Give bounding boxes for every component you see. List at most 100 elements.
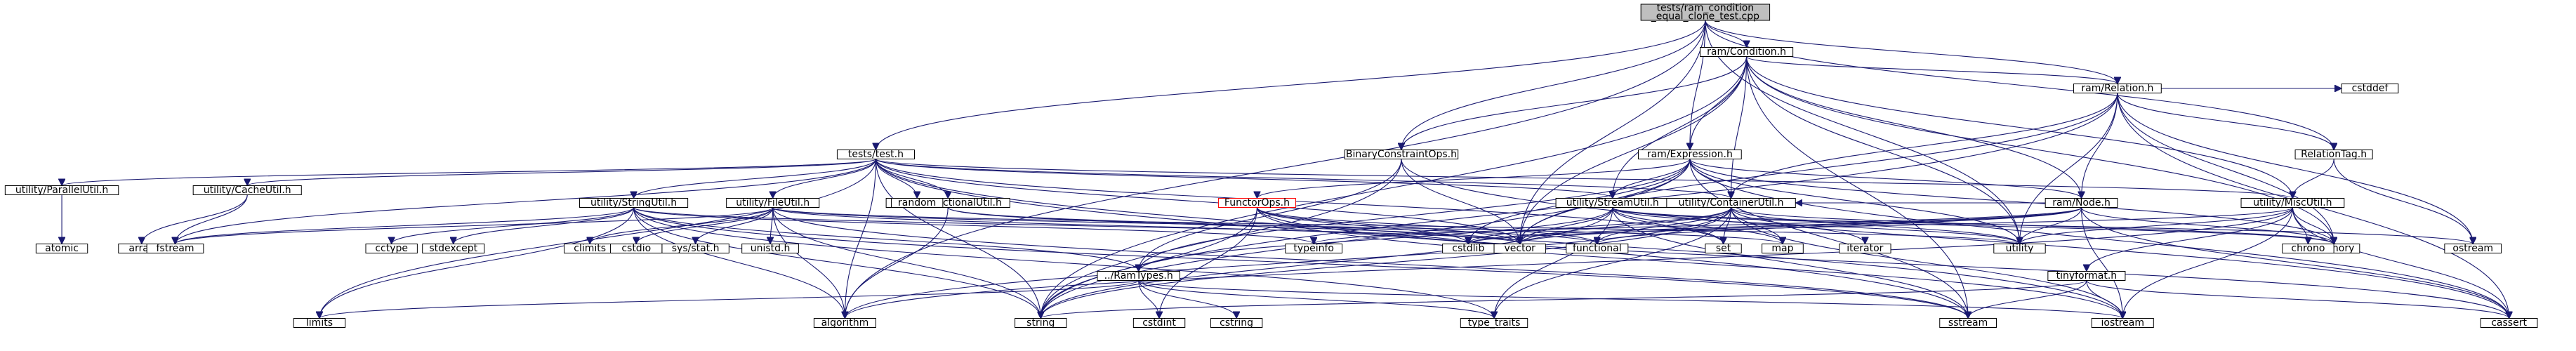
edge-ram-Condition-h-to-utility	[1746, 56, 2020, 244]
edge-utility-FileUtil-h-to-cstdlib	[772, 207, 1469, 244]
node-algorithm[interactable]: algorithm	[813, 317, 876, 329]
edge-RamTypes-h-to-limits	[319, 280, 1140, 319]
edge-ram-Expression-h-to-ram-Node-h	[1689, 159, 2082, 199]
node-unistd-h[interactable]: unistd.h	[741, 243, 799, 254]
edge-tests-ram-condition-equal-clone-test-to-ram-Condition-h	[1705, 20, 1747, 48]
node-climits[interactable]: climits	[564, 243, 616, 254]
node-label: functional	[1573, 243, 1622, 254]
edge-ram-Expression-h-to-cassert	[1689, 159, 2509, 319]
edge-utility-MiscUtil-h-to-cstdlib	[1468, 207, 2293, 244]
edge-ram-Condition-h-to-utility-StreamUtil-h	[1613, 56, 1748, 199]
node-stdexcept[interactable]: stdexcept	[422, 243, 485, 254]
node-cstring[interactable]: cstring	[1210, 317, 1263, 329]
edge-utility-FileUtil-h-to-sys-stat-h	[696, 207, 774, 244]
node-label: utility/FileUtil.h	[736, 197, 810, 208]
edge-utility-StringUtil-h-to-typeinfo	[633, 207, 1314, 244]
node-box	[890, 198, 944, 208]
edge-utility-MiscUtil-h-to-utility	[2019, 207, 2293, 244]
node-string[interactable]: string	[1015, 317, 1067, 329]
edge-utility-StreamUtil-h-to-utility	[1612, 207, 2020, 244]
edge-BinaryConstraintOps-h-to-RamTypes-h	[1139, 159, 1402, 272]
edge-FunctorOps-h-to-cassert	[1256, 207, 2509, 319]
node-box	[146, 244, 204, 253]
edge-utility-FunctionalUtil-h-to-vector	[947, 207, 1520, 244]
edge-utility-MiscUtil-h-to-cassert	[2292, 207, 2509, 319]
node-tinyformat-h[interactable]: tinyformat.h	[2047, 270, 2126, 282]
node-RelationTag-h[interactable]: RelationTag.h	[2294, 149, 2373, 160]
node-RamTypes-h[interactable]: ../RamTypes.h	[1097, 270, 1180, 282]
node-utility-StreamUtil-h[interactable]: utility/StreamUtil.h	[1555, 197, 1670, 208]
node-cctype[interactable]: cctype	[365, 243, 418, 254]
node-set[interactable]: set	[1705, 243, 1742, 254]
node-sys-stat-h[interactable]: sys/stat.h	[661, 243, 729, 254]
node-box	[1762, 244, 1804, 253]
node-BinaryConstraintOps-h[interactable]: BinaryConstraintOps.h	[1344, 149, 1459, 160]
node-box	[1344, 150, 1459, 159]
node-iostream[interactable]: iostream	[2091, 317, 2154, 329]
node-cstdio[interactable]: cstdio	[610, 243, 663, 254]
edge-ram-Relation-h-to-RelationTag-h	[2117, 93, 2334, 150]
node-utility-ParallelUtil-h[interactable]: utility/ParallelUtil.h	[4, 185, 119, 196]
edge-tests-test-h-to-utility-ParallelUtil-h	[62, 159, 877, 186]
node-utility-StringUtil-h[interactable]: utility/StringUtil.h	[579, 197, 689, 208]
node-type-traits[interactable]: type_traits	[1460, 317, 1528, 329]
node-box	[1993, 244, 2046, 253]
node-vector[interactable]: vector	[1493, 243, 1546, 254]
edge-tests-ram-condition-equal-clone-test-to-tests-test-h	[876, 20, 1706, 150]
node-cstdint[interactable]: cstdint	[1132, 317, 1186, 329]
node-box	[2091, 318, 2154, 328]
edge-ram-Condition-h-to-memory	[1746, 56, 2334, 244]
node-map[interactable]: map	[1762, 243, 1804, 254]
node-box	[2240, 198, 2345, 208]
node-cstdlib[interactable]: cstdlib	[1442, 243, 1495, 254]
node-ram-Expression-h[interactable]: ram/Expression.h	[1637, 149, 1742, 160]
edge-utility-MiscUtil-h-to-algorithm	[845, 207, 2293, 319]
node-sstream[interactable]: sstream	[1939, 317, 1997, 329]
edge-ram-Relation-h-to-memory	[2117, 93, 2334, 244]
node-box	[2073, 84, 2162, 93]
node-chrono[interactable]: chrono	[2282, 243, 2334, 254]
node-utility-MiscUtil-h[interactable]: utility/MiscUtil.h	[2240, 197, 2345, 208]
edge-ram-Node-h-to-functional	[1597, 207, 2082, 244]
node-iterator[interactable]: iterator	[1839, 243, 1891, 254]
edge-RamTypes-h-to-type-traits	[1138, 280, 1494, 319]
node-box	[2294, 150, 2373, 159]
edge-utility-MiscUtil-h-to-tinyformat-h	[2087, 207, 2293, 272]
node-box	[813, 318, 876, 328]
node-typeinfo[interactable]: typeinfo	[1285, 243, 1343, 254]
node-atomic[interactable]: atomic	[35, 243, 88, 254]
node-utility-CacheUtil-h[interactable]: utility/CacheUtil.h	[192, 185, 302, 196]
edge-ram-Expression-h-to-sstream	[1689, 159, 1968, 319]
node-label: atomic	[45, 243, 79, 254]
node-random[interactable]: random	[890, 197, 944, 208]
edge-FunctorOps-h-to-string	[1041, 207, 1258, 319]
node-ram-Condition-h[interactable]: ram/Condition.h	[1700, 46, 1794, 58]
node-label: utility	[2006, 243, 2034, 254]
node-ram-Node-h[interactable]: ram/Node.h	[2045, 197, 2118, 208]
node-label: ram/Expression.h	[1647, 149, 1733, 160]
edge-ram-Condition-h-to-utility-MiscUtil-h	[1746, 56, 2293, 199]
node-FunctorOps-h[interactable]: FunctorOps.h	[1217, 197, 1297, 208]
node-limits[interactable]: limits	[293, 317, 346, 329]
edge-ram-Relation-h-to-ram-Node-h	[2082, 93, 2118, 199]
node-cstddef[interactable]: cstddef	[2341, 83, 2399, 94]
node-ostream[interactable]: ostream	[2444, 243, 2502, 254]
node-label: ram/Node.h	[2052, 197, 2111, 208]
node-tests-test-h[interactable]: tests/test.h	[836, 149, 915, 160]
node-label: unistd.h	[751, 243, 791, 254]
node-fstream[interactable]: fstream	[146, 243, 204, 254]
node-box	[2045, 198, 2118, 208]
node-functional[interactable]: functional	[1566, 243, 1629, 254]
node-box	[741, 244, 799, 253]
node-utility[interactable]: utility	[1993, 243, 2046, 254]
node-box	[2047, 271, 2126, 281]
node-tests-ram-condition-equal-clone-test[interactable]: tests/ram_condition_equal_clone_test.cpp	[1640, 3, 1771, 22]
node-utility-FileUtil-h[interactable]: utility/FileUtil.h	[726, 197, 820, 208]
edge-ram-Relation-h-to-vector	[1520, 93, 2118, 244]
node-ram-Relation-h[interactable]: ram/Relation.h	[2073, 83, 2162, 94]
node-box	[192, 185, 302, 195]
node-utility-ContainerUtil-h[interactable]: utility/ContainerUtil.h	[1666, 197, 1796, 208]
edge-utility-StreamUtil-h-to-type-traits	[1494, 207, 1613, 319]
node-cassert[interactable]: cassert	[2480, 317, 2538, 329]
edge-ram-Relation-h-to-utility-ContainerUtil-h	[1731, 93, 2118, 199]
